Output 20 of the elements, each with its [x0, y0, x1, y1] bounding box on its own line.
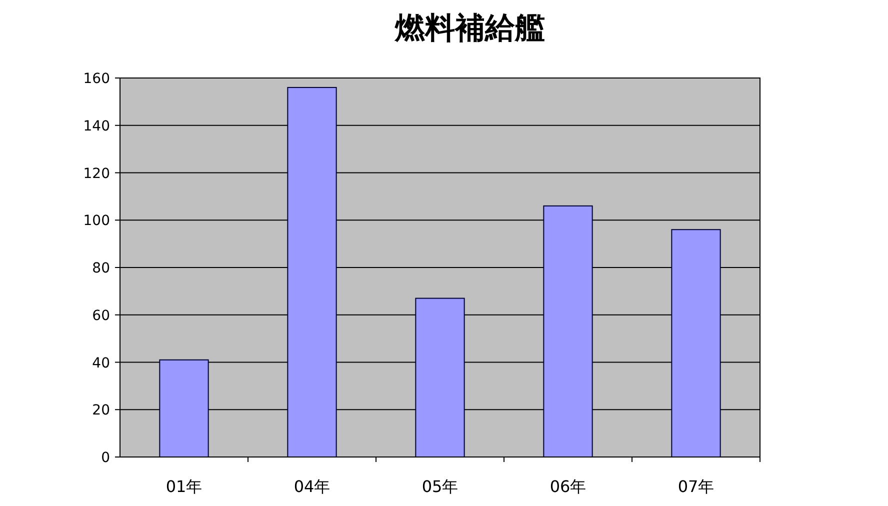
x-tick-label: 04年 — [294, 477, 330, 496]
y-tick-label: 40 — [92, 355, 110, 372]
y-tick-label: 120 — [83, 166, 110, 182]
y-tick-label: 160 — [83, 71, 110, 87]
bar — [671, 229, 721, 458]
x-tick-label: 05年 — [422, 477, 458, 496]
y-tick-label: 100 — [83, 213, 110, 230]
y-tick-label: 0 — [101, 450, 110, 466]
y-tick-label: 80 — [92, 260, 110, 276]
bar — [159, 359, 209, 458]
chart-title: 燃料補給艦 — [394, 11, 545, 46]
y-tick-label: 20 — [92, 402, 110, 419]
bar — [543, 205, 593, 458]
x-tick-label: 01年 — [166, 477, 202, 496]
y-tick-label: 60 — [92, 308, 110, 324]
bar — [415, 298, 465, 458]
bar — [287, 86, 337, 458]
x-tick-label: 06年 — [550, 477, 586, 496]
x-tick-label: 07年 — [678, 477, 714, 496]
y-tick-label: 140 — [83, 118, 110, 134]
